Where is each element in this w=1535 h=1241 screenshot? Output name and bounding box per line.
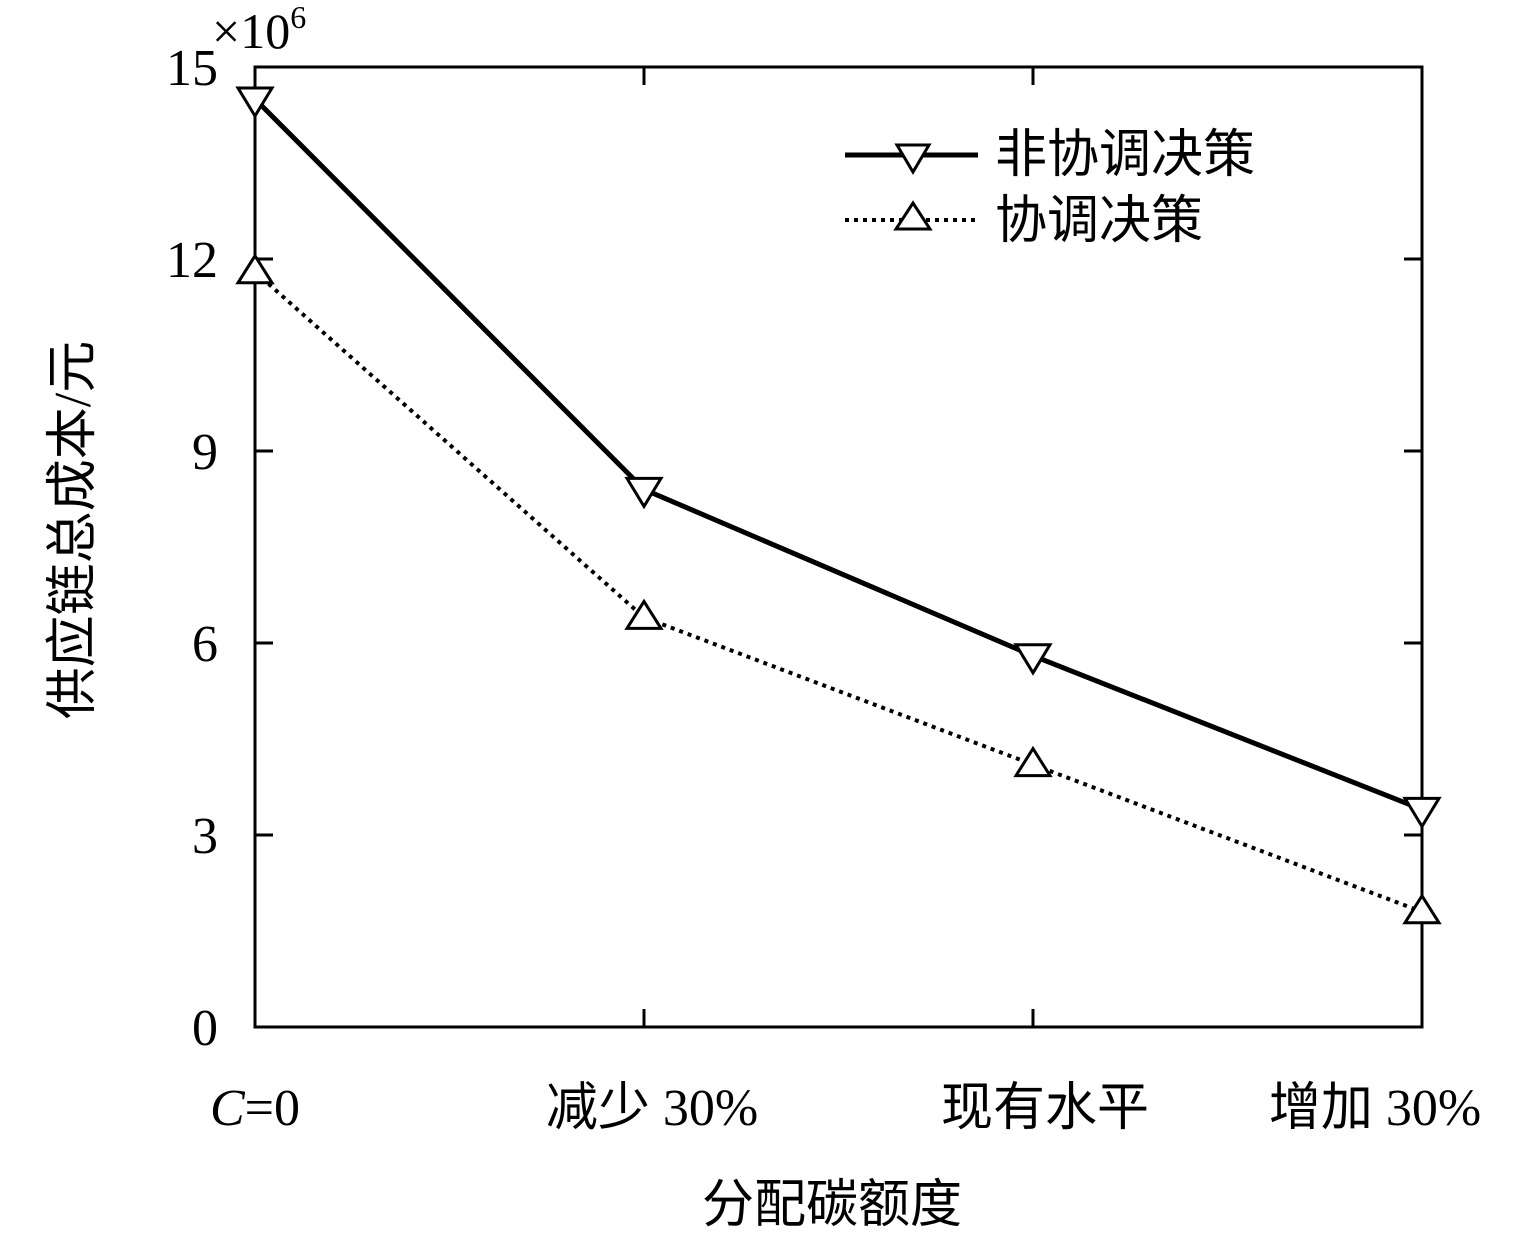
x-axis-label: 分配碳额度 xyxy=(702,1177,962,1234)
data-point-series-1 xyxy=(1402,796,1442,830)
legend-marker-series-2 xyxy=(893,200,933,231)
series-line-2 xyxy=(253,270,1423,914)
y-axis-label: 供应链总成本/元 xyxy=(45,341,102,719)
legend: 非协调决策 协调决策 xyxy=(845,127,1255,250)
series-line-1 xyxy=(253,97,1423,812)
y-tick-label: 6 xyxy=(192,616,218,673)
y-multiplier: ×106 xyxy=(212,0,306,59)
data-point-series-1 xyxy=(624,476,664,510)
data-point-series-2 xyxy=(1013,745,1053,778)
x-tick-label: 增加 30% xyxy=(1269,1080,1481,1137)
data-point-series-2 xyxy=(1402,892,1442,925)
data-point-series-1 xyxy=(1013,643,1053,676)
x-tick-label: C=0 xyxy=(210,1080,300,1137)
x-tick-label: 减少 30% xyxy=(546,1080,758,1137)
data-point-series-2 xyxy=(624,598,664,630)
legend-marker-series-1 xyxy=(894,143,932,175)
legend-label-series-2: 协调决策 xyxy=(995,193,1203,250)
y-tick-label: 3 xyxy=(192,808,218,865)
y-tick-label: 0 xyxy=(192,1000,218,1057)
legend-label-series-1: 非协调决策 xyxy=(995,127,1255,184)
data-point-series-1 xyxy=(235,86,275,119)
y-tick-label: 15 xyxy=(166,40,218,97)
plot-frame xyxy=(253,65,1424,1029)
y-tick-label: 12 xyxy=(166,232,218,289)
x-tick-label: 现有水平 xyxy=(941,1080,1149,1137)
y-tick-label: 9 xyxy=(192,424,218,481)
data-point-series-2 xyxy=(235,252,275,285)
